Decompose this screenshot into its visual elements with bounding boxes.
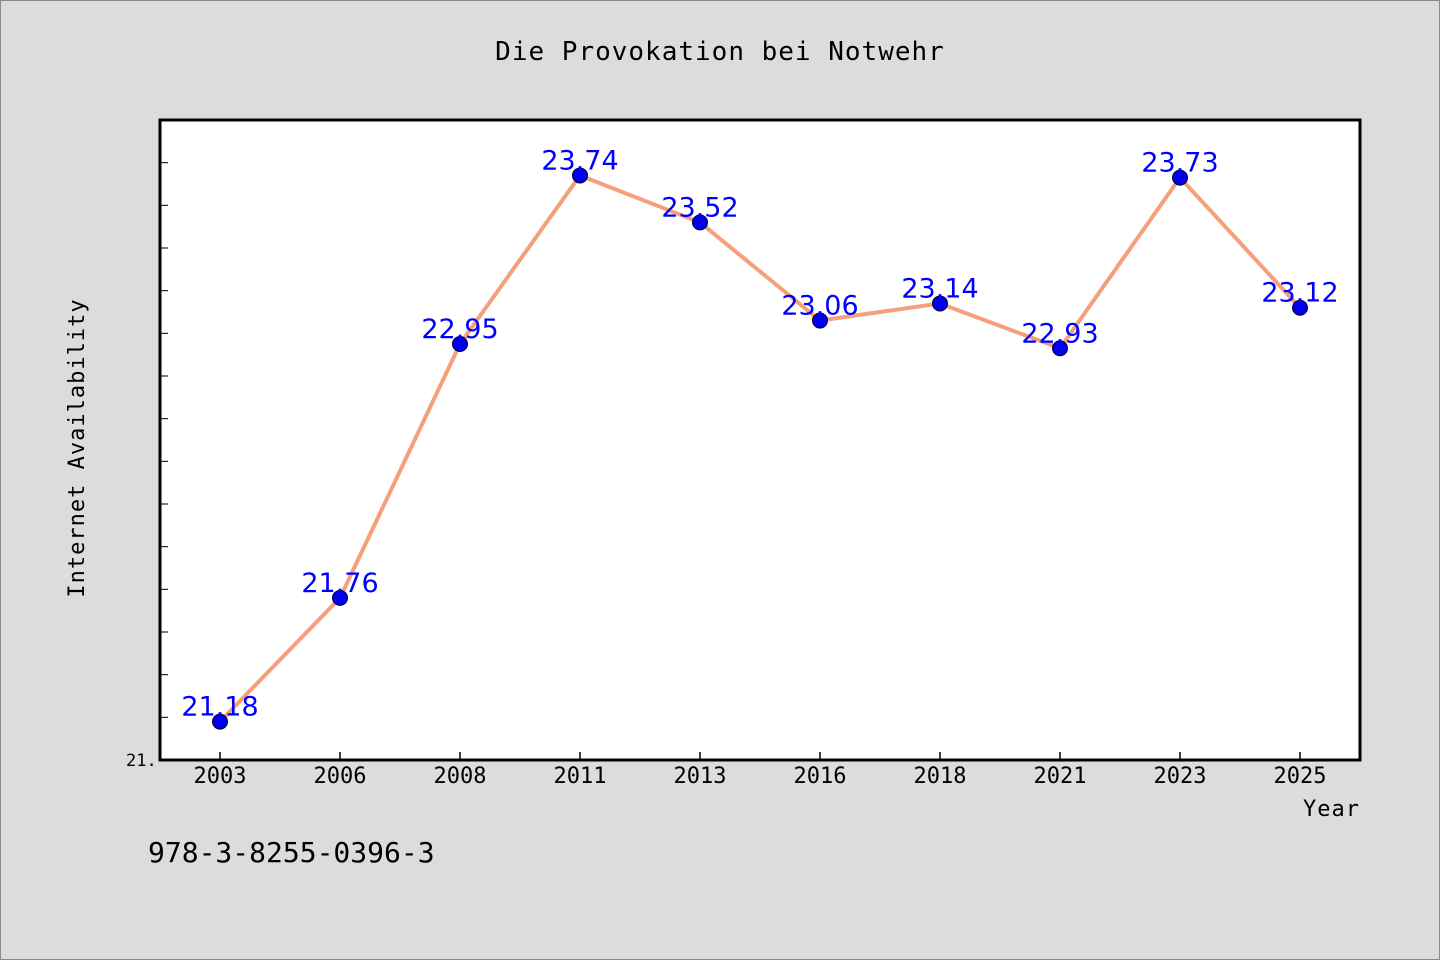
data-label: 21.76 bbox=[301, 568, 378, 599]
data-point bbox=[212, 713, 228, 730]
data-point bbox=[1292, 299, 1308, 316]
data-point bbox=[812, 312, 828, 329]
data-label: 22.95 bbox=[421, 314, 498, 345]
data-label: 23.06 bbox=[781, 291, 858, 322]
data-label: 22.93 bbox=[1021, 318, 1098, 349]
y-axis-minor-ticks bbox=[160, 119, 168, 718]
x-tick-label: 2008 bbox=[434, 764, 487, 789]
data-label: 23.12 bbox=[1261, 278, 1338, 309]
x-axis-ticks bbox=[219, 752, 1301, 760]
chart-title: Die Provokation bei Notwehr bbox=[495, 37, 945, 67]
data-point bbox=[572, 167, 588, 184]
data-point bbox=[1172, 169, 1188, 186]
y-axis-label: Internet Availability bbox=[65, 298, 90, 597]
data-point bbox=[692, 214, 708, 231]
series-group: 21.18 21.76 22.95 23.74 23.52 23.06 23.14 22.93… bbox=[181, 145, 1339, 730]
data-point bbox=[332, 589, 348, 606]
x-tick-label: 2016 bbox=[794, 764, 847, 789]
x-tick-label: 2023 bbox=[1154, 764, 1207, 789]
x-tick-label: 2003 bbox=[194, 764, 247, 789]
plot-area bbox=[158, 118, 1362, 762]
x-tick-label: 2006 bbox=[314, 764, 367, 789]
x-tick-label: 2018 bbox=[914, 764, 967, 789]
isbn-text: 978-3-8255-0396-3 bbox=[148, 836, 435, 869]
x-tick-label: 2021 bbox=[1034, 764, 1087, 789]
data-label: 23.14 bbox=[901, 273, 978, 304]
x-tick-label: 2013 bbox=[674, 764, 727, 789]
series-line bbox=[218, 173, 1302, 724]
data-point bbox=[932, 295, 948, 312]
data-point bbox=[1052, 340, 1068, 357]
data-label: 23.52 bbox=[661, 192, 738, 223]
data-label: 21.18 bbox=[181, 692, 258, 723]
data-label: 23.74 bbox=[541, 145, 618, 176]
y-tick-label: 21. bbox=[126, 751, 157, 771]
x-axis-label: Year bbox=[1303, 797, 1360, 822]
x-tick-label: 2025 bbox=[1274, 764, 1327, 789]
data-point bbox=[452, 336, 468, 352]
x-axis-tick-labels: 2003 2006 2008 2011 2013 2016 2018 2021 2023 2025 bbox=[194, 764, 1327, 789]
data-label: 23.73 bbox=[1141, 148, 1218, 179]
x-tick-label: 2011 bbox=[554, 764, 607, 789]
